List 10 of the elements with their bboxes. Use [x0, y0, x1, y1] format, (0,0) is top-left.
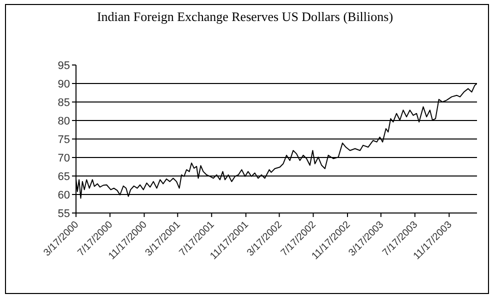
y-tick-label: 60 [58, 189, 70, 202]
chart-title: Indian Foreign Exchange Reserves US Dollars (Billions) [96, 9, 394, 25]
y-tick-label: 75 [58, 134, 70, 146]
y-tick-label: 90 [58, 78, 70, 90]
y-tick-label: 95 [58, 60, 70, 72]
y-tick-label: 70 [58, 152, 70, 164]
y-tick-label: 80 [58, 115, 70, 128]
y-tick-label: 85 [58, 96, 70, 109]
y-tick-label: 65 [58, 170, 70, 183]
y-tick-label: 55 [58, 208, 70, 220]
